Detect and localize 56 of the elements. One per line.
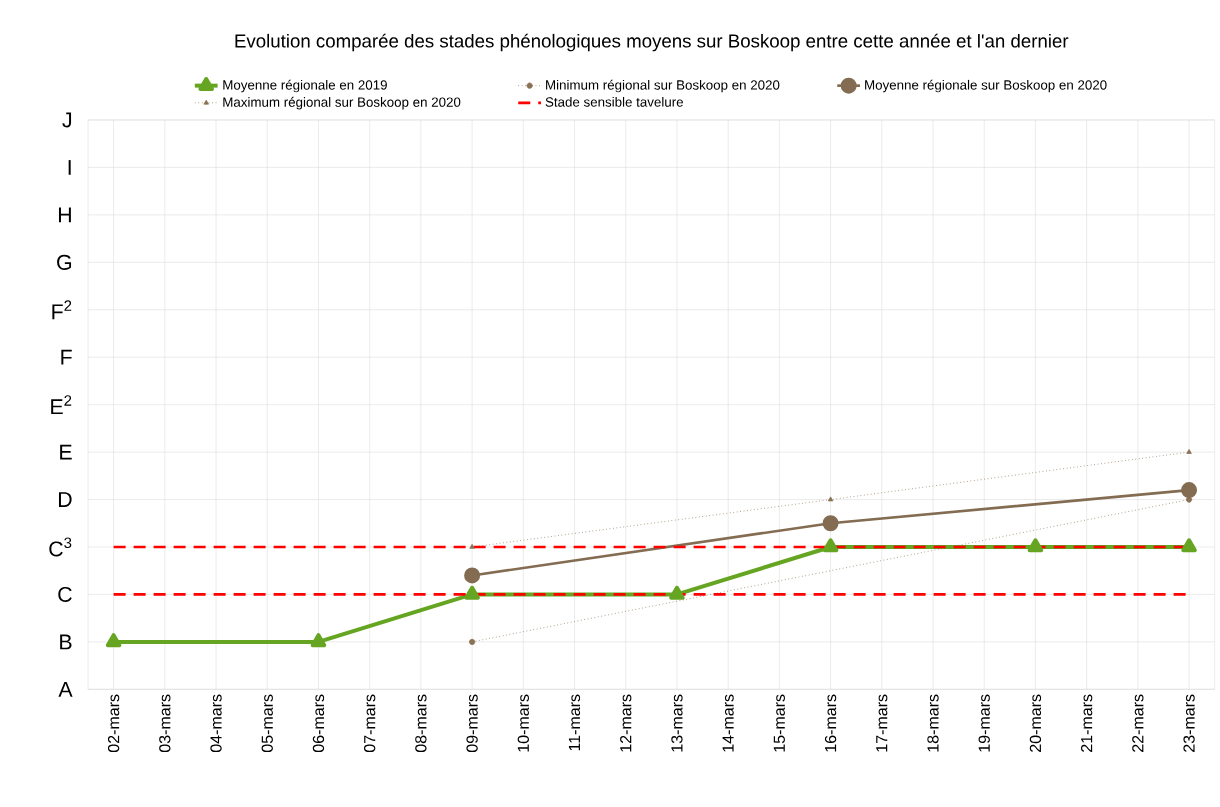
- point: [469, 544, 475, 549]
- point: [1186, 496, 1193, 503]
- legend-label: Moyenne régionale en 2019: [223, 79, 387, 93]
- x-tick-label: 02-mars: [107, 694, 120, 753]
- legend-label: Stade sensible tavelure: [545, 97, 683, 107]
- x-tick-label: 22-mars: [1132, 694, 1144, 753]
- x-tick-label: 21-mars: [1080, 694, 1093, 753]
- category-label: A: [58, 682, 73, 697]
- x-tick-label: 15-mars: [773, 694, 785, 752]
- category-label: J: [62, 112, 72, 128]
- x-tick-label: 06-mars: [312, 694, 325, 753]
- x-tick-label: 18-mars: [927, 694, 939, 752]
- x-tick-label: 07-mars: [364, 694, 376, 753]
- point: [1181, 482, 1198, 499]
- category-label: H: [58, 207, 71, 223]
- category-label: B: [60, 634, 72, 650]
- category-label: F$^{2}$: [52, 300, 72, 320]
- x-tick-label: 23-mars: [1183, 694, 1195, 753]
- legend-label: Minimum régional sur Boskoop en 2020: [546, 79, 780, 93]
- x-tick-label: 12-mars: [620, 694, 632, 752]
- point: [822, 515, 839, 532]
- x-tick-label: 09-mars: [466, 694, 478, 753]
- point: [827, 496, 834, 502]
- x-tick-label: 08-mars: [415, 694, 427, 753]
- x-tick-label: 14-mars: [722, 694, 734, 752]
- point: [310, 633, 327, 648]
- point: [669, 585, 685, 600]
- category-label: C$^{3}$: [49, 537, 72, 557]
- x-tick-label: 20-mars: [1029, 694, 1042, 753]
- point: [105, 633, 122, 648]
- category-label: C: [58, 587, 72, 603]
- x-tick-label: 17-mars: [876, 694, 888, 752]
- x-tick-label: 19-mars: [978, 694, 990, 752]
- x-tick-label: 13-mars: [671, 694, 683, 752]
- point: [464, 567, 481, 584]
- legend-label: Maximum régional sur Boskoop en 2020: [223, 97, 461, 110]
- category-label: F: [61, 350, 72, 365]
- chart-title: Evolution comparée des stades phénologiques moyens sur Boskoop entre cette année et l'an dernier: [235, 33, 1069, 52]
- point: [1027, 538, 1044, 553]
- x-tick-label: 05-mars: [261, 694, 273, 753]
- category-label: E$^{2}$: [51, 395, 72, 415]
- category-label: I: [68, 160, 71, 175]
- x-tick-label: 11-mars: [568, 694, 581, 751]
- point: [1181, 538, 1197, 553]
- category-label: E: [60, 444, 72, 460]
- point: [464, 585, 480, 600]
- category-label: G: [57, 254, 72, 271]
- point: [822, 538, 839, 553]
- x-tick-label: 03-mars: [159, 694, 171, 753]
- legend-label: Moyenne régionale sur Boskoop en 2020: [865, 79, 1107, 93]
- x-tick-label: 04-mars: [210, 694, 222, 753]
- x-tick-label: 10-mars: [517, 694, 529, 752]
- point: [469, 638, 476, 646]
- x-tick-label: 16-mars: [824, 694, 837, 752]
- point: [1186, 449, 1192, 455]
- category-label: D: [58, 492, 72, 508]
